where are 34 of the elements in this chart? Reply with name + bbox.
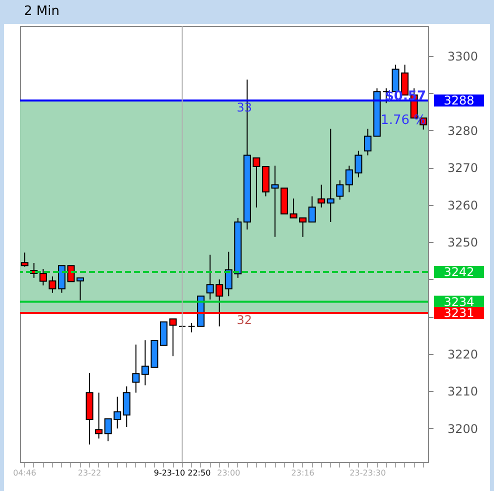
candlestick — [336, 180, 344, 200]
candlestick — [364, 128, 372, 156]
y-tick-label: 3280 — [448, 124, 478, 138]
annotation: 32 — [236, 312, 252, 327]
candlestick — [308, 196, 316, 223]
candlestick — [20, 252, 28, 268]
candlestick — [122, 386, 130, 428]
candlestick — [132, 344, 140, 394]
y-tick-label: 3260 — [448, 198, 478, 212]
candlestick — [326, 128, 334, 223]
x-tick-label: 04:46 — [13, 468, 36, 478]
ref-line-label: 3288 — [444, 94, 474, 108]
x-tick-label: 23-22 — [78, 468, 102, 478]
y-tick-label: 3270 — [448, 161, 478, 176]
candlestick — [271, 165, 279, 238]
x-tick-label: 23:00 — [217, 468, 240, 478]
candlestick — [188, 322, 196, 333]
candlestick — [169, 318, 177, 357]
x-tick-label: 23-23:30 — [350, 468, 386, 478]
candlestick — [95, 392, 103, 440]
candlestick — [58, 265, 66, 294]
x-tick-label: 23:16 — [291, 468, 314, 478]
y-tick-label: 3220 — [448, 347, 478, 362]
ref-line-label: 3242 — [444, 264, 474, 279]
y-tick-label: 3300 — [448, 49, 478, 64]
x-tick-label: 9-23-10 22:50 — [154, 468, 211, 478]
candlestick — [318, 184, 326, 208]
chart-title: 2 Min — [23, 3, 60, 21]
y-tick-label: 3210 — [448, 384, 478, 399]
annotation: 1.76 % — [380, 113, 426, 128]
y-tick-label: 3200 — [448, 422, 478, 436]
candlestick — [76, 277, 84, 301]
candlestick — [160, 321, 168, 346]
y-tick-label: 3250 — [448, 236, 478, 250]
